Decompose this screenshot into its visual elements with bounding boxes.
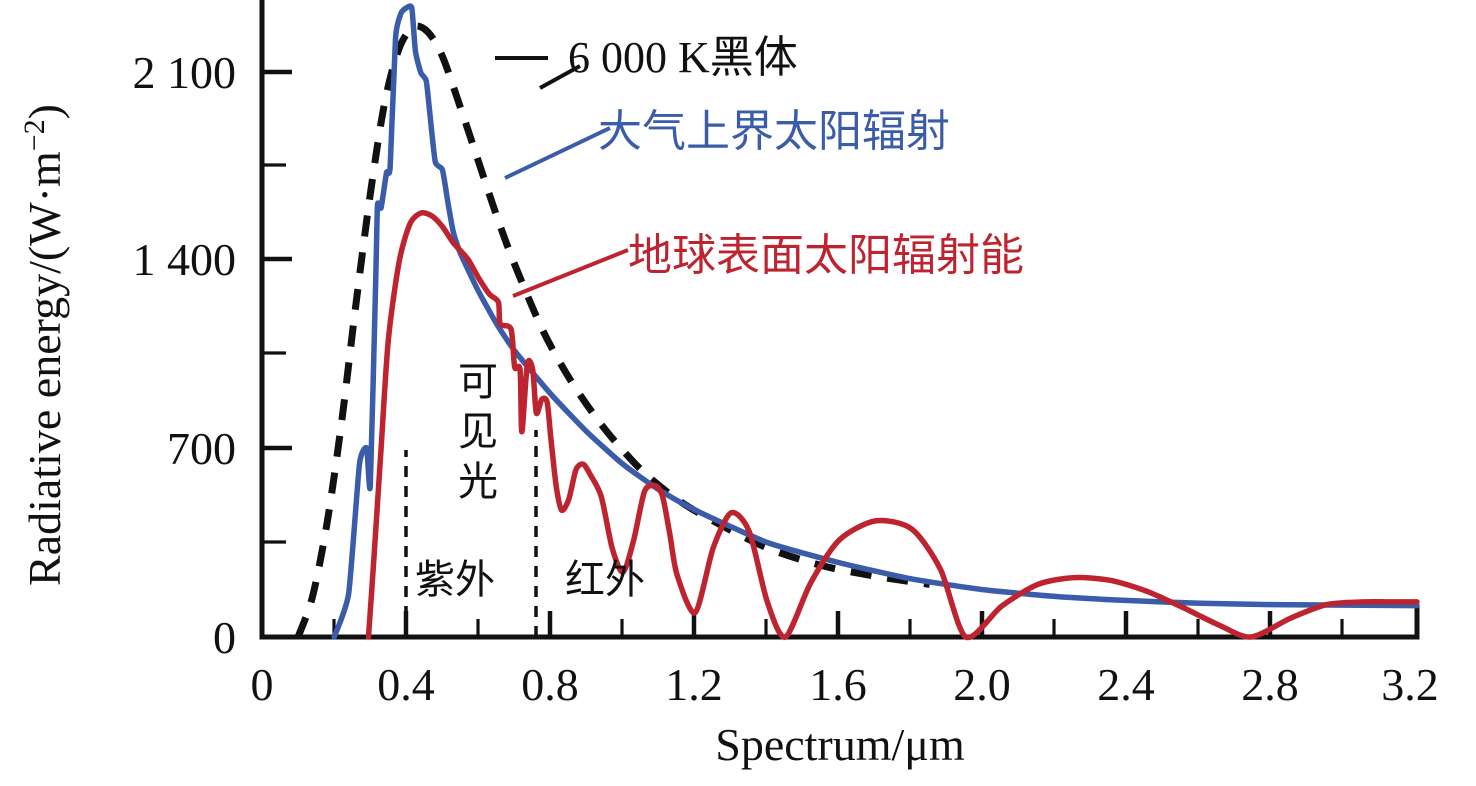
legend-label-surface: 地球表面太阳辐射能 xyxy=(628,230,1024,281)
y-axis-ticks xyxy=(262,69,292,544)
toa-solar-curve xyxy=(331,3,1420,640)
x-tick-label-2-0: 2.0 xyxy=(953,659,1011,710)
y-tick-label-1400: 1 400 xyxy=(133,234,237,285)
visible-band-label: 可 见 光 xyxy=(458,359,498,505)
x-tick-label-2-8: 2.8 xyxy=(1241,659,1299,710)
blackbody-curve xyxy=(294,22,931,639)
y-tick-label-0: 0 xyxy=(213,612,236,663)
x-axis-ticks xyxy=(332,611,1344,637)
y-tick-label-2100: 2 100 xyxy=(133,47,237,98)
x-tick-label-3-2: 3.2 xyxy=(1381,659,1439,710)
legend-label-blackbody: 6 000 K黑体 xyxy=(568,33,798,82)
y-axis-title-exp: −2 xyxy=(18,119,51,151)
uv-band-label: 紫外 xyxy=(415,557,495,603)
y-tick-label-700: 700 xyxy=(167,423,236,474)
x-tick-label-0-4: 0.4 xyxy=(377,659,435,710)
surface-leader xyxy=(512,248,629,298)
visible-band-char-2: 见 xyxy=(458,409,498,455)
toa-leader xyxy=(504,126,611,180)
legend-label-toa: 大气上界太阳辐射 xyxy=(598,106,950,157)
y-axis-title: Radiative energy/(W·m−2) xyxy=(18,104,70,586)
x-tick-label-0-8: 0.8 xyxy=(521,659,579,710)
x-tick-label-1-6: 1.6 xyxy=(809,659,867,710)
ir-band-label: 红外 xyxy=(565,557,645,603)
surface-solar-curve xyxy=(365,210,1420,641)
y-axis-title-main: Radiative energy/(W·m xyxy=(19,151,70,586)
y-axis-title-close: ) xyxy=(19,104,70,119)
visible-band-char-3: 光 xyxy=(458,459,498,505)
x-tick-label-0: 0 xyxy=(251,659,274,710)
x-axis-title: Spectrum/μm xyxy=(715,719,965,770)
blackbody-leader xyxy=(539,64,581,90)
x-tick-label-2-4: 2.4 xyxy=(1097,659,1155,710)
x-tick-label-1-2: 1.2 xyxy=(665,659,723,710)
visible-band-char-1: 可 xyxy=(458,359,498,405)
